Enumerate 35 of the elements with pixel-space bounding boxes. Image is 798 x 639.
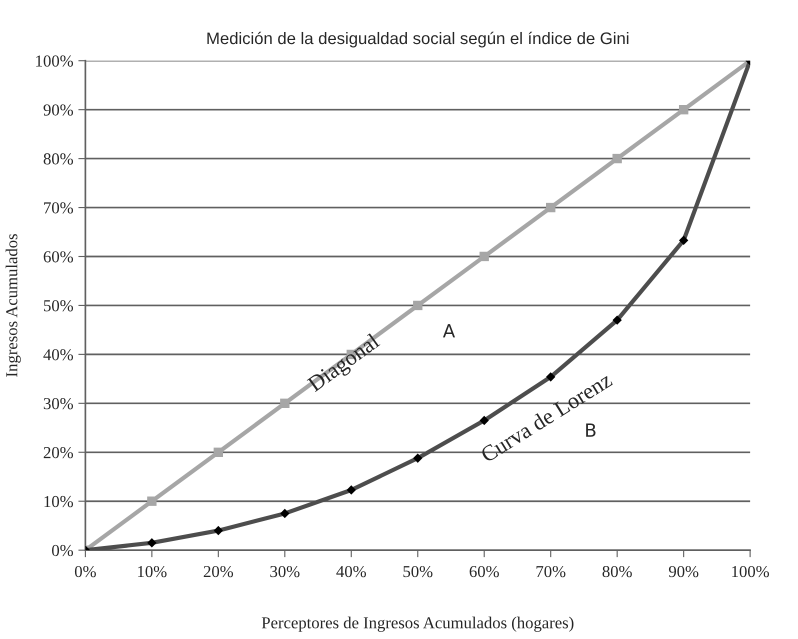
- point: [612, 154, 622, 164]
- point: [413, 300, 422, 310]
- point: [546, 202, 556, 212]
- x-tick-label: 70%: [536, 566, 566, 578]
- point: [147, 496, 157, 506]
- y-tick-label: 10%: [44, 496, 74, 508]
- y-tick-label: 70%: [44, 202, 74, 214]
- x-tick-label: 80%: [602, 566, 632, 578]
- point: [480, 252, 489, 262]
- y-axis-title: Ingresos Acumulados: [6, 234, 21, 377]
- x-tick-label: 20%: [204, 566, 234, 578]
- x-tick-label: 90%: [668, 566, 698, 578]
- y-tick-label: 100%: [36, 55, 74, 67]
- point: [214, 448, 224, 457]
- y-tick-label: 20%: [44, 446, 74, 458]
- x-tick-label: 100%: [732, 566, 769, 578]
- y-tick-label: 30%: [44, 398, 74, 410]
- x-tick-label: 10%: [138, 566, 167, 578]
- y-tick-label: 0%: [52, 544, 74, 556]
- annotation: B: [586, 424, 596, 437]
- x-tick-label: 60%: [470, 566, 499, 578]
- x-tick-label: 30%: [270, 566, 300, 578]
- x-tick-label: 50%: [403, 566, 432, 578]
- x-tick-label: 0%: [74, 566, 96, 578]
- point: [678, 104, 688, 114]
- y-tick-label: 80%: [44, 153, 74, 165]
- y-tick-label: 90%: [44, 104, 74, 116]
- y-tick-label: 60%: [44, 251, 74, 262]
- x-axis-title: Perceptores de Ingresos Acumulados (hogares): [262, 616, 574, 632]
- y-tick-label: 40%: [43, 349, 74, 360]
- annotation: A: [442, 324, 456, 338]
- chart-title: Medición de la desigualdad social según el índice de Gini: [207, 32, 628, 48]
- x-tick-label: 40%: [336, 566, 366, 578]
- y-tick-label: 50%: [44, 300, 74, 312]
- point: [280, 398, 290, 408]
